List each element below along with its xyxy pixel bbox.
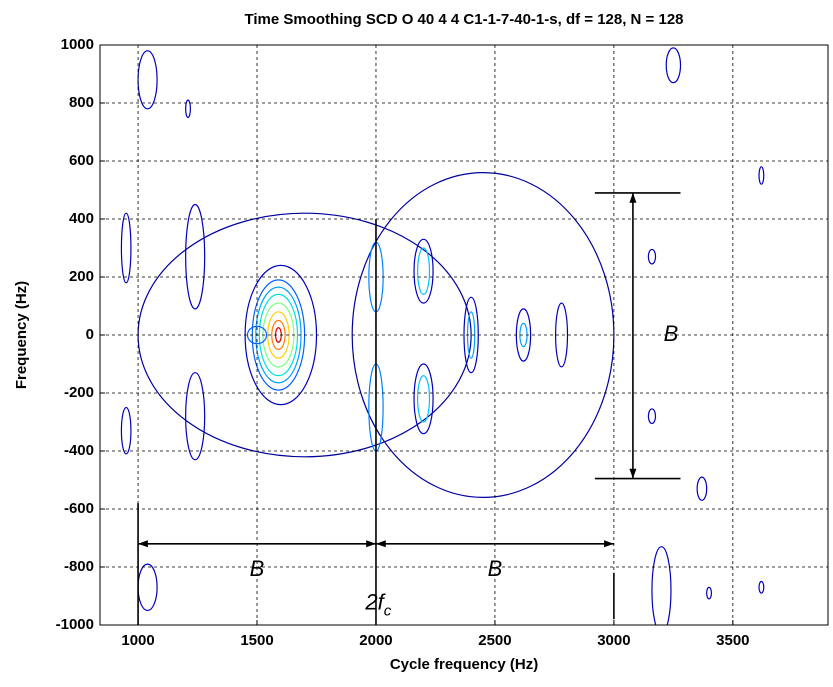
- annotation-subscript: c: [384, 602, 392, 619]
- contour-line: [554, 302, 569, 368]
- contour-line: [185, 372, 206, 461]
- arrow-head: [375, 540, 386, 548]
- y-tick-label: 600: [69, 152, 94, 169]
- contour-line: [417, 247, 431, 296]
- y-tick-label: -600: [64, 500, 94, 517]
- arrow-head: [629, 192, 637, 203]
- annotation-text: 2f: [364, 589, 386, 614]
- x-tick-label: 2500: [478, 632, 511, 649]
- contour-line: [417, 374, 431, 423]
- contour-line: [413, 238, 434, 304]
- contour-line: [255, 286, 302, 384]
- contour-line: [120, 406, 132, 455]
- contour-line: [413, 363, 434, 435]
- arrow-head: [604, 540, 614, 548]
- y-tick-label: 0: [86, 326, 94, 343]
- annotation: B: [250, 556, 265, 581]
- contour-line: [246, 325, 268, 345]
- arrow-head: [138, 540, 148, 548]
- contour-line: [185, 99, 192, 119]
- x-tick-label: 3500: [716, 632, 749, 649]
- contour-line: [758, 580, 765, 594]
- contour-line: [647, 248, 657, 265]
- x-axis-label: Cycle frequency (Hz): [390, 656, 538, 673]
- y-tick-label: 200: [69, 268, 94, 285]
- contour-line: [120, 212, 132, 284]
- plot-frame: [99, 44, 829, 626]
- contour-line: [185, 203, 206, 310]
- contour-line: [267, 311, 290, 359]
- contour-line: [271, 319, 286, 351]
- y-tick-label: 1000: [61, 36, 94, 53]
- chart-title: Time Smoothing SCD O 40 4 4 C1-1-7-40-1-…: [244, 11, 683, 28]
- y-axis-label: Frequency (Hz): [13, 281, 30, 389]
- y-tick-label: -400: [64, 442, 94, 459]
- y-tick-label: -1000: [56, 616, 94, 633]
- annotation-text: B: [664, 321, 679, 346]
- x-tick-label: 2000: [359, 632, 392, 649]
- annotation: B: [488, 556, 503, 581]
- contour-line: [137, 50, 158, 110]
- annotation-text: B: [250, 556, 265, 581]
- arrow-head: [629, 468, 637, 479]
- contour-line: [647, 408, 657, 425]
- x-tick-label: 3000: [597, 632, 630, 649]
- contour-line: [706, 586, 713, 600]
- y-tick-label: -200: [64, 384, 94, 401]
- y-tick-label: 800: [69, 94, 94, 111]
- annotation-text: B: [488, 556, 503, 581]
- x-tick-label: 1500: [240, 632, 273, 649]
- y-tick-label: 400: [69, 210, 94, 227]
- contour-line: [665, 47, 682, 84]
- contour-line: [696, 476, 708, 501]
- arrow-head: [366, 540, 376, 548]
- y-tick-label: -800: [64, 558, 94, 575]
- annotation: B: [664, 321, 679, 346]
- x-tick-label: 1000: [121, 632, 154, 649]
- contour-line: [651, 546, 672, 625]
- annotations: B B B 2fc: [137, 192, 681, 625]
- annotation: 2fc: [364, 589, 391, 619]
- contour-line: [758, 166, 765, 185]
- contour-line: [258, 293, 299, 377]
